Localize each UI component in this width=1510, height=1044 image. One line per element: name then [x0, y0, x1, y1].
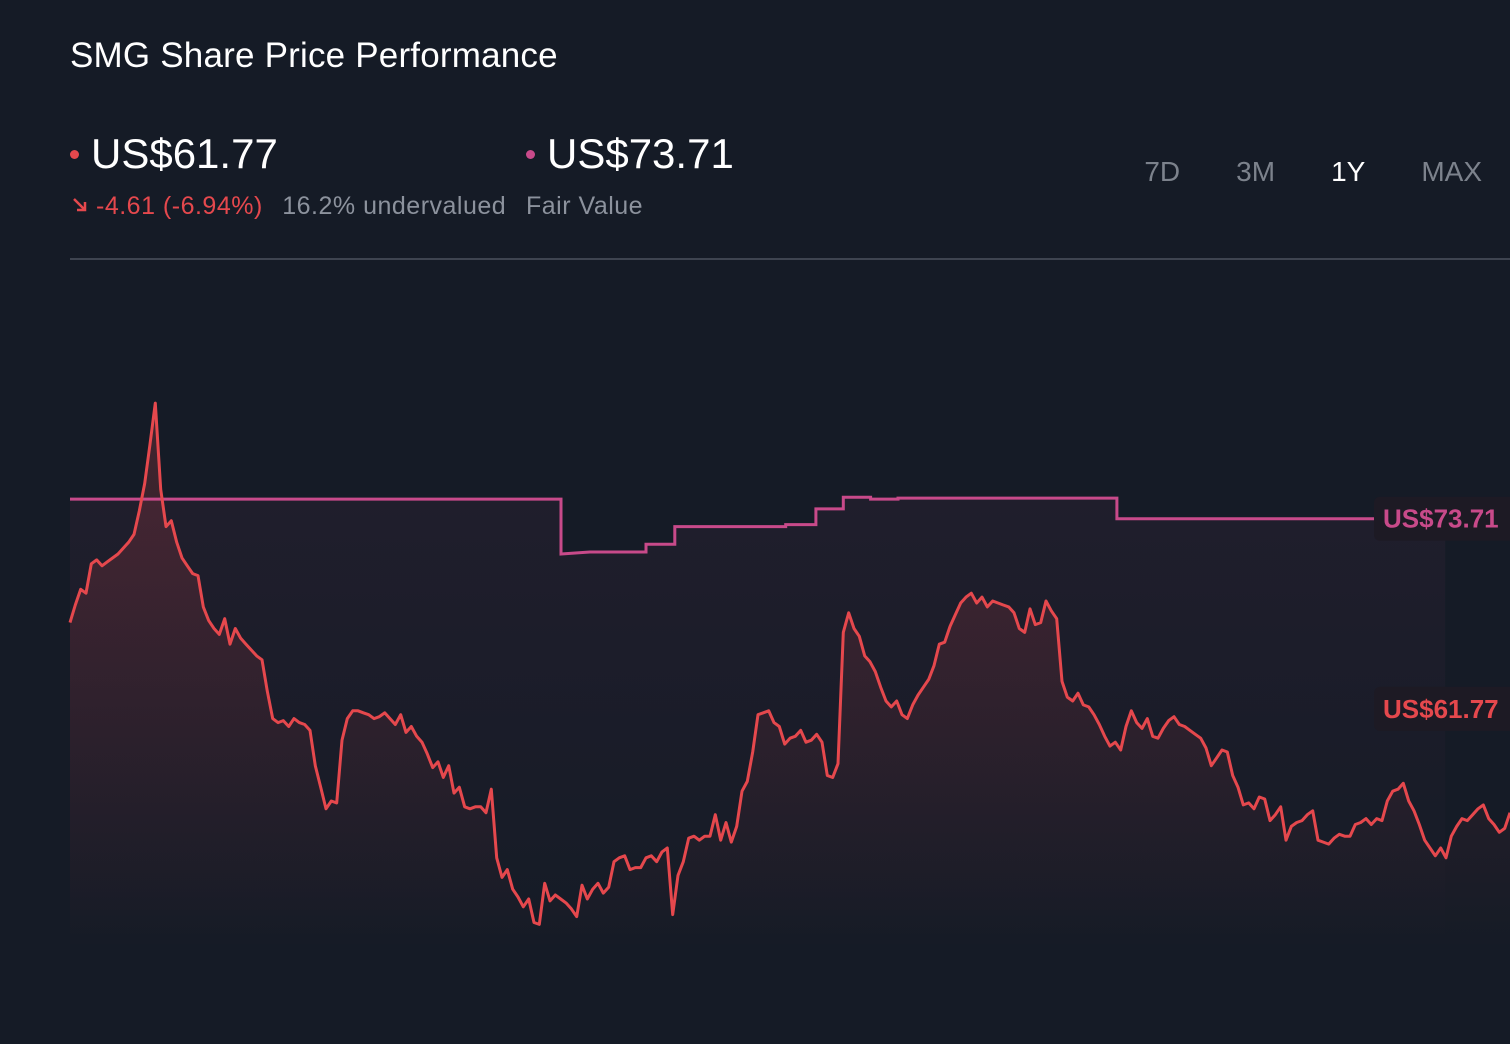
range-1y[interactable]: 1Y [1331, 156, 1366, 187]
fair-value-line [70, 495, 1446, 556]
fair-value-dot-icon [526, 149, 535, 159]
price-summary: US$61.77 -4.61 (-6.94%) 16.2% undervalue… [70, 130, 506, 221]
price-area [70, 403, 1510, 951]
price-end-label: US$61.77 [1374, 686, 1510, 731]
range-max[interactable]: MAX [1421, 156, 1482, 187]
valuation-text: 16.2% undervalued [282, 192, 507, 220]
time-range-selector: 7D 3M 1Y MAX [1088, 156, 1482, 188]
price-change: -4.61 (-6.94%) [96, 192, 263, 220]
fair-value-value: US$73.71 [547, 130, 734, 177]
fair-value-end-label: US$73.71 [1374, 496, 1510, 541]
arrow-down-right-icon [73, 198, 87, 212]
fair-value-label: Fair Value [526, 192, 644, 220]
fair-value-summary: US$73.71 Fair Value [526, 130, 734, 221]
share-price-line [68, 401, 1510, 926]
current-price-value: US$61.77 [91, 130, 278, 177]
price-end-label-text: US$61.77 [1383, 694, 1499, 724]
range-3m[interactable]: 3M [1236, 156, 1276, 187]
price-dot-icon [70, 149, 79, 159]
chart-title: SMG Share Price Performance [70, 36, 558, 75]
header-divider [70, 258, 1510, 260]
current-price: US$61.77 [70, 130, 506, 178]
range-7d[interactable]: 7D [1144, 156, 1181, 187]
fair-value-end-label-text: US$73.71 [1383, 504, 1499, 534]
